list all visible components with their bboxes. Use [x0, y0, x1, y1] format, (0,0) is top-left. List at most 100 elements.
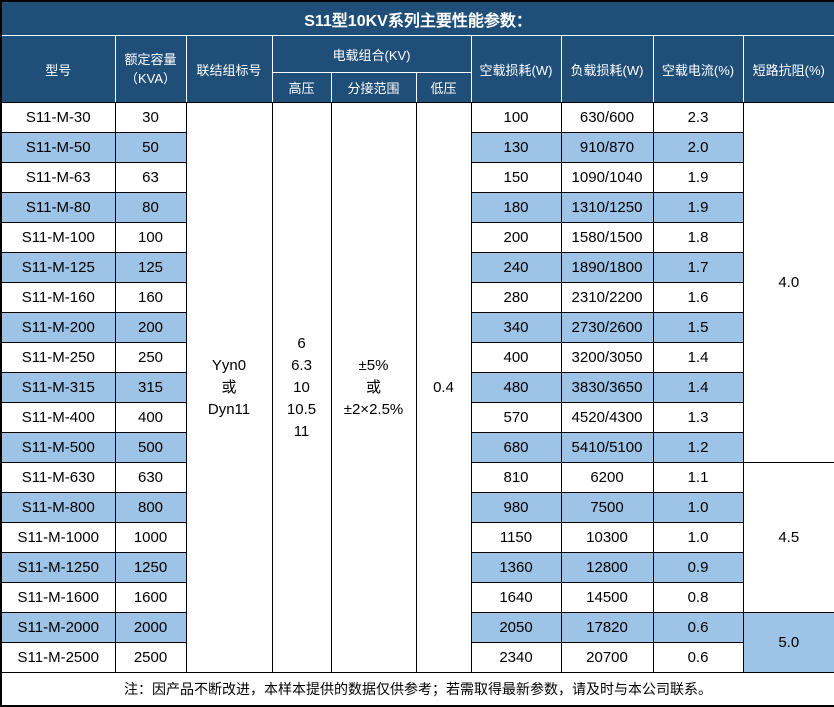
cell-no-load-loss: 240 — [470, 252, 562, 283]
col-header-no-load-current: 空载电流(%) — [652, 35, 744, 103]
cell-load-loss: 14500 — [560, 582, 654, 613]
table-row: S11-M-2000 2000 2050 17820 0.6 5.0 — [0, 612, 834, 673]
table-row: S11-M-500 500 680 5410/5100 1.2 — [0, 432, 834, 463]
cell-load-loss: 630/600 — [560, 102, 654, 133]
cell-no-load-loss: 2050 — [470, 612, 562, 643]
cell-no-load-loss: 180 — [470, 192, 562, 223]
cell-load-loss: 4520/4300 — [560, 402, 654, 433]
cell-load-loss: 12800 — [560, 552, 654, 583]
cell-load-loss: 3830/3650 — [560, 372, 654, 403]
title-row: S11型10KV系列主要性能参数： — [0, 0, 834, 36]
cell-load-loss: 7500 — [560, 492, 654, 523]
cell-load-loss: 1310/1250 — [560, 192, 654, 223]
cell-connection-group: Yyn0 或 Dyn11 — [185, 102, 273, 673]
cell-no-load-loss: 100 — [470, 102, 562, 133]
cell-capacity: 630 — [114, 462, 187, 493]
cell-no-load-loss: 1640 — [470, 582, 562, 613]
cell-no-load-current: 1.0 — [652, 492, 744, 523]
cell-model: S11-M-80 — [0, 192, 116, 223]
cell-no-load-current: 1.7 — [652, 252, 744, 283]
cell-capacity: 1000 — [114, 522, 187, 553]
table-row: S11-M-630 630 810 6200 1.1 4.5 — [0, 462, 834, 613]
cell-capacity: 250 — [114, 342, 187, 373]
col-header-connection-group: 联结组标号 — [185, 35, 273, 103]
cell-capacity: 80 — [114, 192, 187, 223]
table-row: S11-M-315 315 480 3830/3650 1.4 — [0, 372, 834, 403]
table-row: S11-M-2500 2500 2340 20700 0.6 — [0, 642, 834, 673]
cell-no-load-current: 1.3 — [652, 402, 744, 433]
cell-model: S11-M-1250 — [0, 552, 116, 583]
table-row: S11-M-125 125 240 1890/1800 1.7 — [0, 252, 834, 283]
cell-low-voltage: 0.4 — [415, 102, 472, 673]
cell-model: S11-M-400 — [0, 402, 116, 433]
table-row: S11-M-1250 1250 1360 12800 0.9 — [0, 552, 834, 583]
page-title: S11型10KV系列主要性能参数： — [0, 0, 834, 36]
cell-no-load-current: 1.6 — [652, 282, 744, 313]
cell-no-load-current: 0.6 — [652, 612, 744, 643]
cell-no-load-loss: 980 — [470, 492, 562, 523]
col-header-model: 型号 — [0, 35, 116, 103]
table-row: S11-M-50 50 130 910/870 2.0 — [0, 132, 834, 163]
cell-no-load-current: 1.9 — [652, 192, 744, 223]
cell-impedance: 5.0 — [742, 612, 834, 673]
cell-no-load-current: 1.2 — [652, 432, 744, 463]
col-header-capacity: 额定容量 （KVA） — [114, 35, 187, 103]
cell-no-load-current: 1.4 — [652, 372, 744, 403]
cell-no-load-loss: 480 — [470, 372, 562, 403]
header-row-2: 高压 分接范围 低压 — [1, 72, 834, 103]
cell-capacity: 1250 — [114, 552, 187, 583]
cell-capacity: 800 — [114, 492, 187, 523]
cell-load-loss: 20700 — [560, 642, 654, 673]
cell-no-load-loss: 810 — [470, 462, 562, 493]
cell-load-loss: 1890/1800 — [560, 252, 654, 283]
cell-load-loss: 2310/2200 — [560, 282, 654, 313]
cell-no-load-loss: 680 — [470, 432, 562, 463]
cell-load-loss: 17820 — [560, 612, 654, 643]
cell-no-load-current: 1.5 — [652, 312, 744, 343]
cell-capacity: 2000 — [114, 612, 187, 643]
table-row: S11-M-100 100 200 1580/1500 1.8 — [0, 222, 834, 253]
cell-capacity: 400 — [114, 402, 187, 433]
cell-model: S11-M-200 — [0, 312, 116, 343]
cell-capacity: 100 — [114, 222, 187, 253]
table-row: S11-M-30 30 Yyn0 或 Dyn11 6 6.3 10 10.5 11 ±5… — [0, 102, 834, 673]
cell-capacity: 200 — [114, 312, 187, 343]
col-header-high-voltage: 高压 — [271, 72, 332, 103]
col-header-load-loss: 负载损耗(W) — [560, 35, 654, 103]
col-header-tap-range: 分接范围 — [330, 72, 417, 103]
cell-model: S11-M-160 — [0, 282, 116, 313]
cell-model: S11-M-63 — [0, 162, 116, 193]
cell-no-load-current: 1.0 — [652, 522, 744, 553]
cell-no-load-current: 1.1 — [652, 462, 744, 493]
table-row: S11-M-1600 1600 1640 14500 0.8 — [0, 582, 834, 613]
table-row: S11-M-800 800 980 7500 1.0 — [0, 492, 834, 523]
col-header-low-voltage: 低压 — [415, 72, 472, 103]
cell-no-load-current: 0.8 — [652, 582, 744, 613]
header-row-1: 型号 额定容量 （KVA） 联结组标号 电载组合(KV) 空载损耗(W) 负载损… — [0, 35, 834, 103]
cell-no-load-current: 0.6 — [652, 642, 744, 673]
cell-model: S11-M-100 — [0, 222, 116, 253]
cell-no-load-loss: 130 — [470, 132, 562, 163]
cell-capacity: 1600 — [114, 582, 187, 613]
cell-load-loss: 3200/3050 — [560, 342, 654, 373]
cell-capacity: 125 — [114, 252, 187, 283]
cell-capacity: 50 — [114, 132, 187, 163]
cell-model: S11-M-30 — [0, 102, 116, 133]
cell-model: S11-M-250 — [0, 342, 116, 373]
cell-no-load-current: 1.8 — [652, 222, 744, 253]
cell-model: S11-M-2000 — [0, 612, 116, 643]
cell-impedance: 4.0 — [742, 102, 834, 463]
cell-load-loss: 2730/2600 — [560, 312, 654, 343]
cell-no-load-loss: 280 — [470, 282, 562, 313]
cell-model: S11-M-630 — [0, 462, 116, 493]
cell-load-loss: 5410/5100 — [560, 432, 654, 463]
table-row: S11-M-200 200 340 2730/2600 1.5 — [0, 312, 834, 343]
cell-model: S11-M-800 — [0, 492, 116, 523]
col-header-voltage-group: 电载组合(KV) — [271, 35, 472, 73]
cell-capacity: 315 — [114, 372, 187, 403]
col-header-impedance: 短路抗阻(%) — [742, 35, 834, 103]
cell-no-load-loss: 400 — [470, 342, 562, 373]
cell-model: S11-M-50 — [0, 132, 116, 163]
cell-load-loss: 1090/1040 — [560, 162, 654, 193]
